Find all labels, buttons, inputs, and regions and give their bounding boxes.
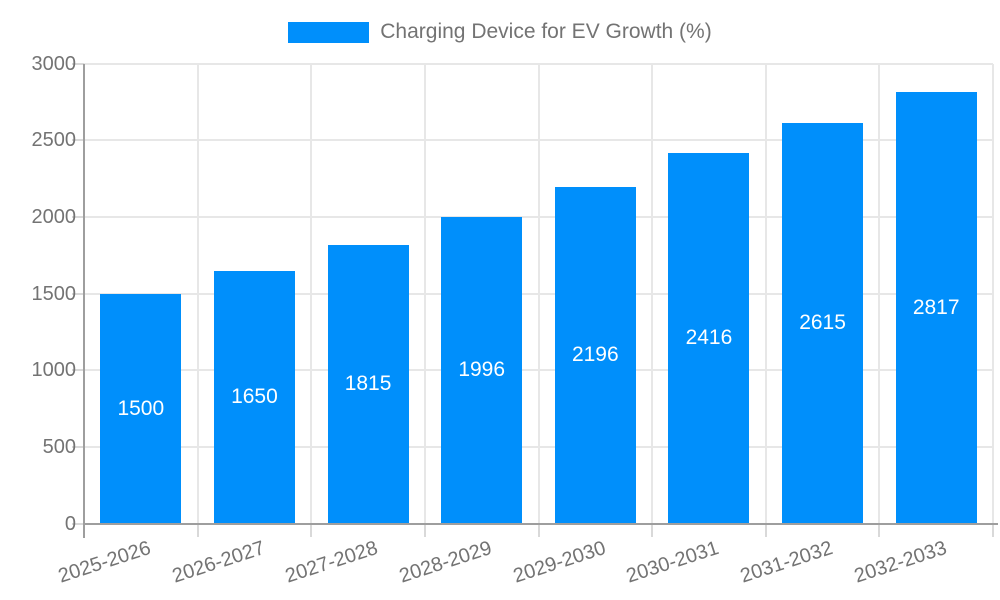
y-axis-tick-label: 2000 <box>31 205 77 228</box>
y-axis-tick-label: 2500 <box>31 129 77 152</box>
bar-2026-2027[interactable]: 1650 <box>213 270 295 524</box>
y-axis-tick <box>72 215 84 218</box>
bar-2030-2031[interactable]: 2416 <box>668 153 750 524</box>
y-axis-tick <box>72 522 84 525</box>
x-gridline <box>878 63 881 524</box>
bar-2025-2026[interactable]: 1500 <box>100 293 182 524</box>
x-axis-tick <box>878 523 881 537</box>
x-axis-category-label: 2029-2030 <box>510 537 609 588</box>
bar-value-label: 2196 <box>571 343 619 367</box>
bar-2028-2029[interactable]: 1996 <box>441 217 523 524</box>
y-axis-tick <box>72 445 84 448</box>
x-axis-category-label: 2032-2033 <box>851 537 949 588</box>
x-axis-category-label: 2026-2027 <box>169 537 268 588</box>
x-axis-tick <box>764 523 767 537</box>
bar-value-label: 1996 <box>458 358 506 382</box>
y-axis-tick-label: 0 <box>64 512 76 535</box>
y-axis-tick <box>72 62 84 65</box>
y-axis-tick-label: 1000 <box>31 359 77 382</box>
bar-value-label: 2416 <box>685 326 733 350</box>
y-axis-tick-label: 500 <box>42 435 76 458</box>
x-axis-category-label: 2025-2026 <box>55 537 154 588</box>
x-gridline <box>310 63 313 524</box>
bar-2032-2033[interactable]: 2817 <box>895 91 977 524</box>
legend-label: Charging Device for EV Growth (%) <box>380 20 712 43</box>
bar-2029-2030[interactable]: 2196 <box>554 186 636 524</box>
y-axis-tick <box>72 369 84 372</box>
x-axis-tick <box>423 523 426 537</box>
x-gridline <box>196 63 199 524</box>
bar-value-label: 1500 <box>117 396 165 420</box>
x-axis-tick <box>992 523 994 537</box>
x-axis-category-label: 2027-2028 <box>283 537 381 588</box>
y-axis-tick <box>72 292 84 295</box>
x-gridline <box>537 63 540 524</box>
x-axis-tick <box>537 523 540 537</box>
bar-2031-2032[interactable]: 2615 <box>782 122 864 524</box>
bar-2027-2028[interactable]: 1815 <box>327 245 409 524</box>
bar-value-label: 1650 <box>231 385 278 408</box>
x-axis-tick <box>651 523 654 537</box>
x-axis-category-label: 2028-2029 <box>396 537 495 588</box>
bar-value-label: 2817 <box>912 295 960 319</box>
y-axis-tick <box>72 139 84 142</box>
bar-value-label: 1815 <box>344 372 392 396</box>
x-axis-tick <box>196 523 199 537</box>
x-axis-category-label: 2030-2031 <box>623 537 722 588</box>
legend-swatch-icon <box>288 21 370 43</box>
x-gridline <box>992 63 994 524</box>
x-gridline <box>764 63 767 524</box>
legend[interactable]: Charging Device for EV Growth (%) <box>0 20 1000 44</box>
y-axis-tick-label: 3000 <box>31 52 77 75</box>
bar-value-label: 2615 <box>799 311 846 334</box>
x-gridline <box>423 63 426 524</box>
x-axis-category-label: 2031-2032 <box>737 537 836 588</box>
x-axis-line <box>83 522 998 525</box>
y-axis-tick-label: 1500 <box>31 282 77 305</box>
x-gridline <box>651 63 654 524</box>
x-axis-tick <box>310 523 313 537</box>
y-axis-line <box>83 63 85 538</box>
